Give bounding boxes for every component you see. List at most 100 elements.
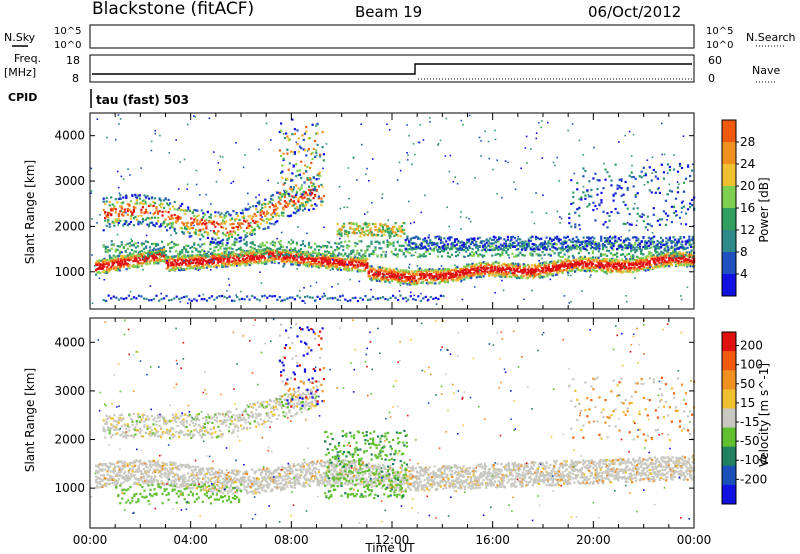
data-cell (376, 276, 379, 279)
data-cell (258, 226, 261, 229)
data-cell (164, 210, 167, 213)
data-cell (237, 261, 240, 264)
data-cell (554, 266, 557, 269)
data-cell (610, 247, 613, 250)
data-cell (460, 270, 463, 273)
data-cell (259, 209, 262, 212)
data-cell (382, 240, 385, 243)
data-cell (146, 252, 150, 255)
data-cell (211, 262, 214, 266)
data-cell (193, 255, 196, 258)
data-cell (172, 259, 175, 262)
data-cell (605, 254, 609, 257)
data-cell (474, 263, 477, 266)
data-cell (250, 258, 253, 261)
data-cell (579, 249, 582, 252)
data-cell (217, 223, 220, 226)
data-cell (138, 221, 141, 224)
data-cell (435, 278, 438, 281)
data-cell (647, 260, 650, 263)
data-cell (262, 211, 265, 214)
data-cell (152, 242, 156, 245)
data-cell (439, 271, 442, 274)
data-cell (609, 262, 613, 265)
data-cell (538, 243, 541, 246)
data-cell (244, 257, 247, 260)
data-cell (215, 264, 218, 267)
data-cell (572, 266, 575, 269)
data-cell (431, 242, 434, 245)
data-cell (211, 237, 214, 240)
data-cell (254, 260, 257, 263)
data-cell (268, 222, 271, 225)
data-cell (351, 269, 354, 272)
data-cell (572, 265, 575, 268)
data-cell (618, 271, 621, 274)
data-cell (362, 253, 365, 256)
data-cell (206, 210, 209, 213)
data-cell (648, 263, 651, 266)
data-cell (655, 258, 658, 261)
data-cell (153, 261, 156, 265)
data-cell (123, 208, 126, 211)
data-cell (261, 253, 264, 256)
data-cell (562, 269, 566, 272)
data-cell (108, 260, 112, 263)
data-cell (153, 224, 157, 228)
data-cell (249, 224, 252, 227)
data-cell (589, 240, 592, 243)
data-cell (587, 252, 590, 255)
data-cell (443, 268, 446, 271)
data-cell (543, 246, 546, 249)
data-cell (674, 242, 677, 245)
data-cell (396, 241, 399, 244)
data-cell (391, 271, 394, 274)
data-cell (597, 261, 600, 264)
data-cell (370, 270, 373, 273)
data-cell (688, 238, 691, 241)
data-cell (597, 256, 600, 259)
data-cell (445, 273, 448, 276)
data-cell (549, 268, 552, 271)
data-cell (198, 262, 201, 265)
data-cell (514, 262, 517, 265)
data-cell (323, 256, 326, 260)
data-cell (311, 257, 314, 260)
data-cell (317, 265, 321, 268)
data-cell (201, 266, 204, 269)
data-cell (125, 195, 128, 198)
data-cell (526, 263, 530, 266)
data-cell (465, 242, 468, 245)
data-cell (543, 275, 546, 278)
data-cell (626, 244, 629, 247)
data-cell (406, 236, 409, 240)
data-cell (638, 242, 642, 245)
data-cell (247, 254, 250, 257)
data-cell (508, 267, 512, 270)
data-cell (388, 281, 391, 284)
data-cell (143, 251, 146, 254)
data-cell (549, 270, 552, 273)
data-cell (140, 201, 143, 204)
data-cell (672, 255, 675, 258)
data-cell (252, 256, 255, 260)
data-cell (450, 246, 453, 249)
data-cell (621, 270, 624, 273)
data-cell (200, 223, 203, 226)
data-cell (611, 258, 614, 262)
data-cell (499, 254, 502, 258)
data-cell (253, 227, 256, 230)
data-cell (407, 278, 411, 281)
data-cell (187, 251, 190, 254)
data-cell (104, 219, 107, 222)
data-cell (556, 238, 559, 241)
data-cell (200, 258, 203, 262)
data-cell (161, 203, 164, 206)
data-cell (647, 244, 650, 247)
data-cell (538, 275, 541, 278)
data-cell (185, 263, 188, 266)
data-cell (249, 231, 252, 234)
data-cell (579, 247, 582, 250)
data-cell (557, 266, 560, 269)
data-cell (247, 250, 250, 253)
